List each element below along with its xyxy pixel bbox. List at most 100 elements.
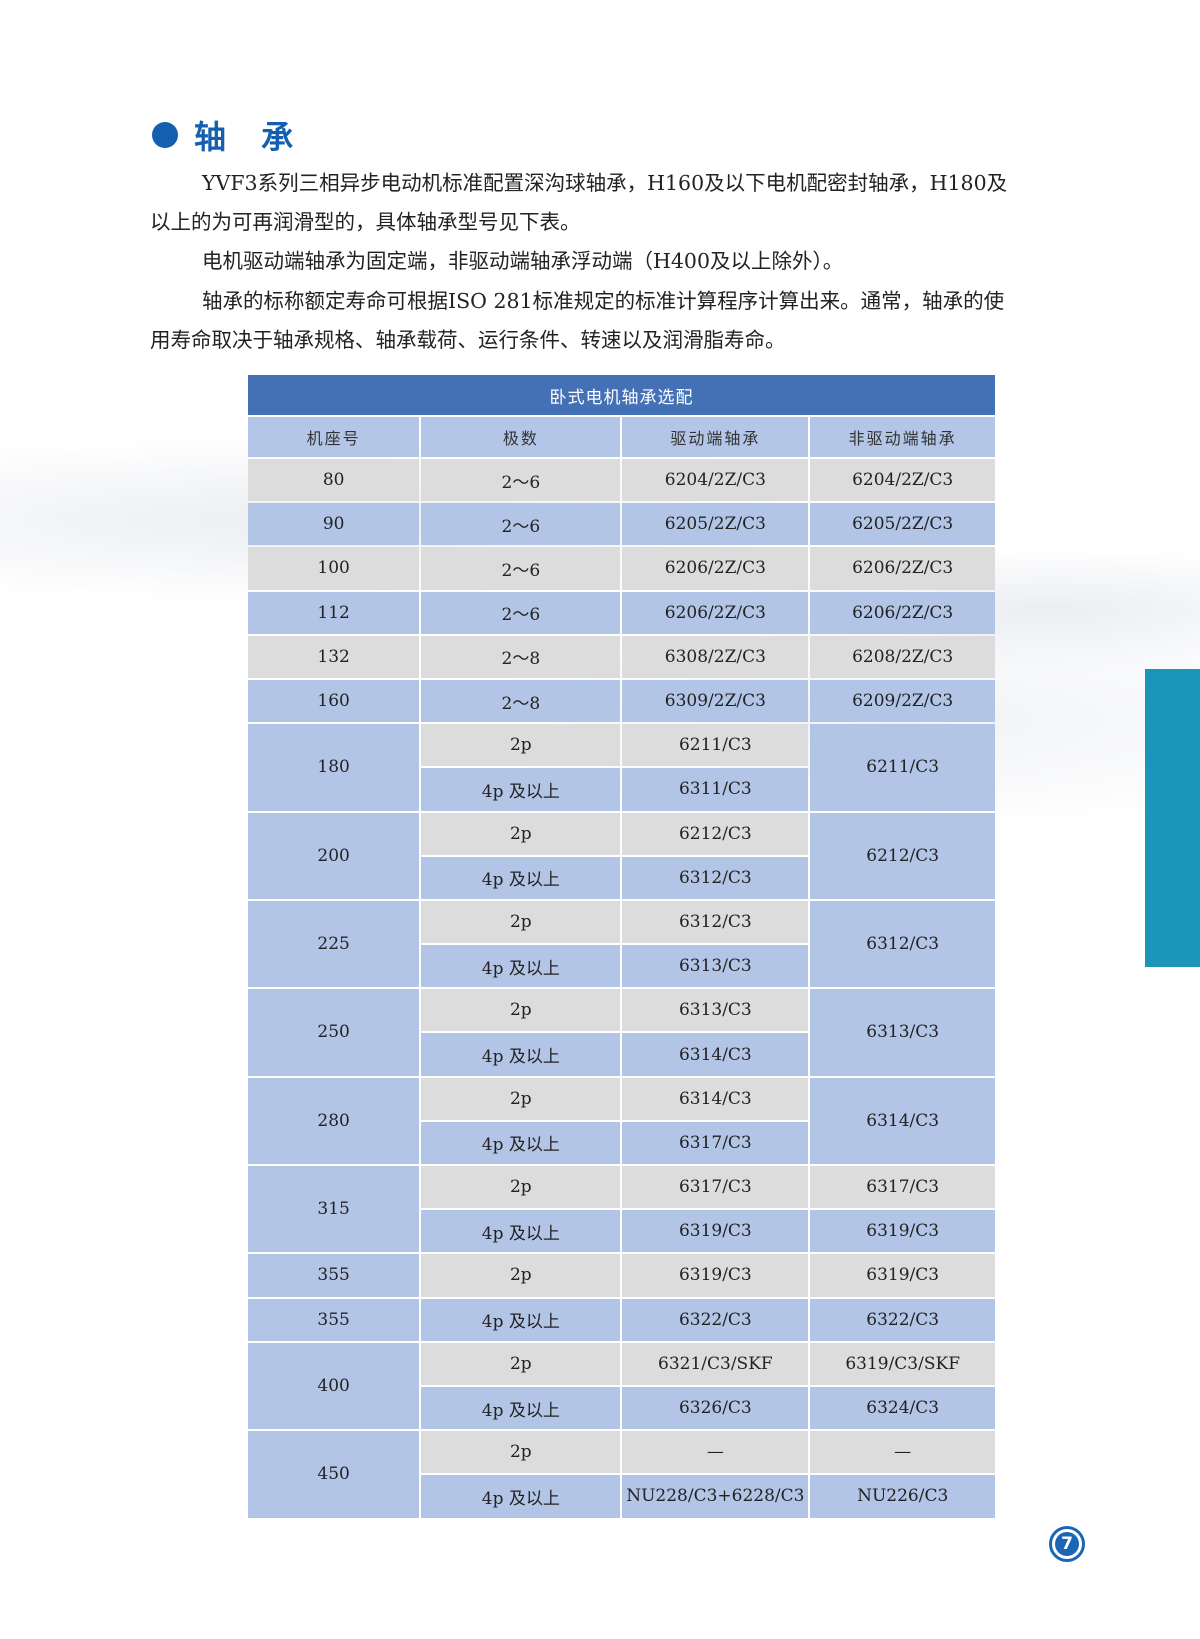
table-row: 400 2p 6321/C3/SKF 6319/C3/SKF [248,1342,995,1430]
paragraph-2: 电机驱动端轴承为固定端，非驱动端轴承浮动端（H400及以上除外）。 [150,242,1055,281]
table-row: 4p 及以上 6319/C3 6319/C3 [248,1210,995,1253]
table-row: 200 2p 6212/C3 6212/C3 [248,812,995,899]
cell-non-drive-end: 6312/C3 [810,900,995,988]
cell-non-drive-end: 6314/C3 [810,1077,995,1164]
cell-non-drive-end: 6319/C3/SKF [810,1342,995,1385]
header-non-drive-end: 非驱动端轴承 [810,417,995,457]
cell-poles: 2p [421,989,621,1032]
cell-frame: 180 [248,724,420,811]
cell-drive-end: 6319/C3 [622,1254,809,1297]
cell-poles: 4p 及以上 [421,1033,621,1076]
cell-frame: 355 [248,1298,420,1341]
cell-drive-end: 6321/C3/SKF [622,1342,809,1385]
cell-drive-end: 6319/C3 [622,1210,809,1253]
cell-drive-end: 6309/2Z/C3 [622,679,809,723]
table-caption: 卧式电机轴承选配 [248,375,995,415]
table-row: 180 2p 6211/C3 6211/C3 [248,724,995,811]
cell-frame: 90 [248,503,420,546]
cell-drive-end: 6312/C3 [622,856,809,899]
paragraph-3: 轴承的标称额定寿命可根据ISO 281标准规定的标准计算程序计算出来。通常，轴承… [150,282,1055,360]
table-body: 80 2～6 6204/2Z/C3 6204/2Z/C3 90 2～6 6205/2Z/C3… [248,459,995,1518]
page-number-badge: 7 [1049,1526,1085,1562]
cell-non-drive-end: 6206/2Z/C3 [810,591,995,634]
cell-non-drive-end: 6208/2Z/C3 [810,635,995,678]
cell-drive-end: 6314/C3 [622,1077,809,1120]
cell-poles: 4p 及以上 [421,1386,621,1430]
cell-non-drive-end: 6212/C3 [810,812,995,899]
cell-frame: 315 [248,1166,420,1253]
table-row: 315 2p 6317/C3 6317/C3 [248,1166,995,1253]
cell-poles: 2～6 [421,459,621,502]
table-row: 160 2～8 6309/2Z/C3 6209/2Z/C3 [248,679,995,723]
cell-poles: 2～6 [421,591,621,634]
table-row: 100 2～6 6206/2Z/C3 6206/2Z/C3 [248,547,995,590]
cell-frame: 450 [248,1431,420,1518]
table-row: 355 2p 6319/C3 6319/C3 [248,1254,995,1297]
header-drive-end: 驱动端轴承 [622,417,809,457]
cell-drive-end: 6211/C3 [622,724,809,767]
table-row: 4p 及以上 6314/C3 [248,1033,995,1076]
cell-poles: 2p [421,1166,621,1209]
cell-drive-end: 6326/C3 [622,1386,809,1430]
table-row: 90 2～6 6205/2Z/C3 6205/2Z/C3 [248,503,995,546]
bearing-table: 卧式电机轴承选配 机座号 极数 驱动端轴承 非驱动端轴承 80 2～6 6204/2… [246,373,997,1520]
cell-drive-end: 6313/C3 [622,945,809,988]
paragraph-line: YVF3系列三相异步电动机标准配置深沟球轴承，H160及以下电机配密封轴承，H1… [202,171,1008,195]
cell-poles: 2p [421,724,621,767]
cell-non-drive-end: 6317/C3 [810,1166,995,1209]
table-row: 4p 及以上 NU228/C3+6228/C3 NU226/C3 [248,1475,995,1518]
page-number: 7 [1055,1532,1079,1556]
cell-non-drive-end: 6319/C3 [810,1254,995,1297]
cell-frame: 160 [248,679,420,723]
side-tab-bar [1145,669,1200,967]
cell-poles: 2p [421,812,621,855]
cell-non-drive-end: 6322/C3 [810,1298,995,1341]
cell-drive-end: 6206/2Z/C3 [622,591,809,634]
cell-non-drive-end: 6324/C3 [810,1386,995,1430]
paragraph-line: 电机驱动端轴承为固定端，非驱动端轴承浮动端（H400及以上除外）。 [202,249,844,273]
cell-frame: 80 [248,459,420,502]
cell-non-drive-end: 6206/2Z/C3 [810,547,995,590]
table-row: 4p 及以上 6311/C3 [248,768,995,811]
cell-poles: 2～6 [421,503,621,546]
cell-non-drive-end: 6205/2Z/C3 [810,503,995,546]
cell-drive-end: 6204/2Z/C3 [622,459,809,502]
table-row: 280 2p 6314/C3 6314/C3 [248,1077,995,1164]
cell-drive-end: 6308/2Z/C3 [622,635,809,678]
section-title: 轴 承 [152,112,305,158]
cell-non-drive-end: 6209/2Z/C3 [810,679,995,723]
cell-drive-end: — [622,1431,809,1474]
table-row: 4p 及以上 6312/C3 [248,856,995,899]
cell-poles: 4p 及以上 [421,945,621,988]
cell-poles: 2～6 [421,547,621,590]
cell-drive-end: 6322/C3 [622,1298,809,1341]
paragraph-1: YVF3系列三相异步电动机标准配置深沟球轴承，H160及以下电机配密封轴承，H1… [150,164,1055,242]
cell-poles: 4p 及以上 [421,768,621,811]
cell-non-drive-end: 6204/2Z/C3 [810,459,995,502]
cell-poles: 2p [421,1342,621,1385]
cell-poles: 4p 及以上 [421,1475,621,1518]
cell-poles: 4p 及以上 [421,1210,621,1253]
cell-poles: 2～8 [421,679,621,723]
cell-poles: 2～8 [421,635,621,678]
cell-non-drive-end: 6313/C3 [810,989,995,1076]
table-row: 450 2p — — [248,1431,995,1518]
table-row: 250 2p 6313/C3 6313/C3 [248,989,995,1076]
table-header-row: 机座号 极数 驱动端轴承 非驱动端轴承 [248,417,995,457]
cell-non-drive-end: 6211/C3 [810,724,995,811]
cell-frame: 225 [248,900,420,988]
cell-frame: 280 [248,1077,420,1164]
header-poles: 极数 [421,417,621,457]
cell-poles: 2p [421,1431,621,1474]
table-row: 112 2～6 6206/2Z/C3 6206/2Z/C3 [248,591,995,634]
table-row: 4p 及以上 6326/C3 6324/C3 [248,1386,995,1430]
cell-drive-end: 6206/2Z/C3 [622,547,809,590]
cell-poles: 2p [421,900,621,944]
paragraph-line: 用寿命取决于轴承规格、轴承载荷、运行条件、转速以及润滑脂寿命。 [150,328,786,352]
cell-poles: 4p 及以上 [421,1121,621,1164]
table-row: 132 2～8 6308/2Z/C3 6208/2Z/C3 [248,635,995,678]
cell-non-drive-end: NU226/C3 [810,1475,995,1518]
cell-frame: 100 [248,547,420,590]
cell-drive-end: 6311/C3 [622,768,809,811]
table-row: 355 4p 及以上 6322/C3 6322/C3 [248,1298,995,1341]
